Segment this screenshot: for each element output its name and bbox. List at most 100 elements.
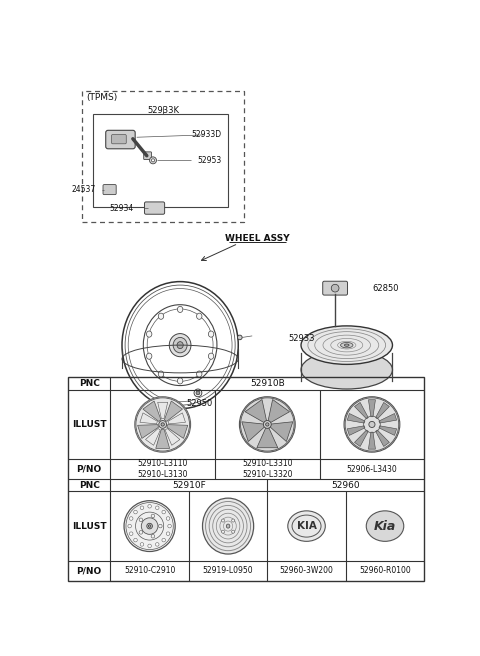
Polygon shape <box>369 400 375 417</box>
Polygon shape <box>168 413 185 424</box>
Circle shape <box>148 544 151 548</box>
Ellipse shape <box>340 342 353 348</box>
Text: 52933K: 52933K <box>147 106 179 115</box>
Text: PNC: PNC <box>79 481 99 490</box>
Text: 52919-L0950: 52919-L0950 <box>203 566 253 575</box>
Circle shape <box>139 518 143 522</box>
Ellipse shape <box>240 397 295 452</box>
Circle shape <box>166 532 170 535</box>
Text: WHEEL ASSY: WHEEL ASSY <box>225 234 290 243</box>
Polygon shape <box>257 428 278 448</box>
Circle shape <box>128 524 132 528</box>
Ellipse shape <box>158 371 164 377</box>
Text: 52934: 52934 <box>109 203 133 213</box>
Text: 52953: 52953 <box>198 156 222 165</box>
Ellipse shape <box>203 498 253 554</box>
Ellipse shape <box>301 350 393 389</box>
Circle shape <box>134 510 137 514</box>
Text: Kia: Kia <box>374 520 396 533</box>
Circle shape <box>151 535 155 538</box>
Ellipse shape <box>173 337 187 353</box>
Ellipse shape <box>161 422 164 426</box>
Ellipse shape <box>301 326 393 364</box>
Ellipse shape <box>366 511 404 541</box>
Polygon shape <box>347 426 365 436</box>
Ellipse shape <box>208 353 214 359</box>
FancyBboxPatch shape <box>103 184 116 195</box>
Polygon shape <box>379 426 396 436</box>
Circle shape <box>166 517 170 520</box>
Text: 52950: 52950 <box>186 399 213 408</box>
Circle shape <box>221 530 225 533</box>
Text: 52906-L3430: 52906-L3430 <box>347 464 397 474</box>
Text: (TPMS): (TPMS) <box>86 92 118 102</box>
Ellipse shape <box>265 422 269 426</box>
Ellipse shape <box>288 511 325 541</box>
Ellipse shape <box>196 371 202 377</box>
Polygon shape <box>355 430 368 447</box>
Text: 52933D: 52933D <box>192 131 222 140</box>
Polygon shape <box>145 428 160 445</box>
Ellipse shape <box>135 397 191 452</box>
Ellipse shape <box>148 525 151 527</box>
Text: P/NO: P/NO <box>76 464 102 474</box>
Ellipse shape <box>149 157 156 164</box>
Text: P/NO: P/NO <box>76 566 102 575</box>
Polygon shape <box>245 400 266 422</box>
Circle shape <box>151 514 155 518</box>
Circle shape <box>196 391 200 395</box>
Polygon shape <box>369 432 375 449</box>
Circle shape <box>238 335 242 340</box>
Text: 52910-C2910: 52910-C2910 <box>124 566 175 575</box>
Polygon shape <box>379 413 396 423</box>
Polygon shape <box>143 401 161 421</box>
Text: ILLUST: ILLUST <box>72 522 107 531</box>
Ellipse shape <box>178 306 183 312</box>
Text: 62850: 62850 <box>372 283 399 293</box>
Text: KIA: KIA <box>297 521 316 531</box>
Ellipse shape <box>196 313 202 319</box>
Circle shape <box>130 532 133 535</box>
Polygon shape <box>376 430 389 447</box>
Circle shape <box>168 524 171 528</box>
Circle shape <box>156 506 159 510</box>
FancyBboxPatch shape <box>111 134 126 144</box>
Text: 52933: 52933 <box>288 335 315 344</box>
Ellipse shape <box>152 159 155 162</box>
Circle shape <box>148 504 151 508</box>
Text: 52960-3W200: 52960-3W200 <box>280 566 334 575</box>
Text: 24537: 24537 <box>72 185 96 194</box>
Ellipse shape <box>369 421 375 428</box>
Circle shape <box>130 517 133 520</box>
Ellipse shape <box>226 524 230 528</box>
Ellipse shape <box>146 353 152 359</box>
Circle shape <box>162 539 166 542</box>
Polygon shape <box>242 422 264 441</box>
Polygon shape <box>140 413 157 424</box>
Text: 52910B: 52910B <box>250 379 285 388</box>
Ellipse shape <box>159 420 167 428</box>
Circle shape <box>162 510 166 514</box>
Polygon shape <box>138 424 158 438</box>
Text: 52910-L3110
52910-L3130: 52910-L3110 52910-L3130 <box>137 459 188 479</box>
Ellipse shape <box>146 331 152 337</box>
Circle shape <box>232 530 235 533</box>
Polygon shape <box>165 428 180 445</box>
Circle shape <box>140 506 144 510</box>
FancyBboxPatch shape <box>144 202 165 215</box>
FancyBboxPatch shape <box>323 281 348 295</box>
Ellipse shape <box>344 397 400 452</box>
Text: 52960: 52960 <box>332 481 360 490</box>
Polygon shape <box>156 429 169 449</box>
Polygon shape <box>268 400 289 422</box>
Text: ILLUST: ILLUST <box>72 420 107 429</box>
Circle shape <box>139 531 143 534</box>
Ellipse shape <box>177 342 183 348</box>
Polygon shape <box>376 402 389 419</box>
Text: 52910F: 52910F <box>172 481 206 490</box>
Polygon shape <box>270 422 293 441</box>
Polygon shape <box>158 402 168 419</box>
Ellipse shape <box>345 344 349 346</box>
Polygon shape <box>347 413 365 423</box>
Ellipse shape <box>264 420 271 428</box>
